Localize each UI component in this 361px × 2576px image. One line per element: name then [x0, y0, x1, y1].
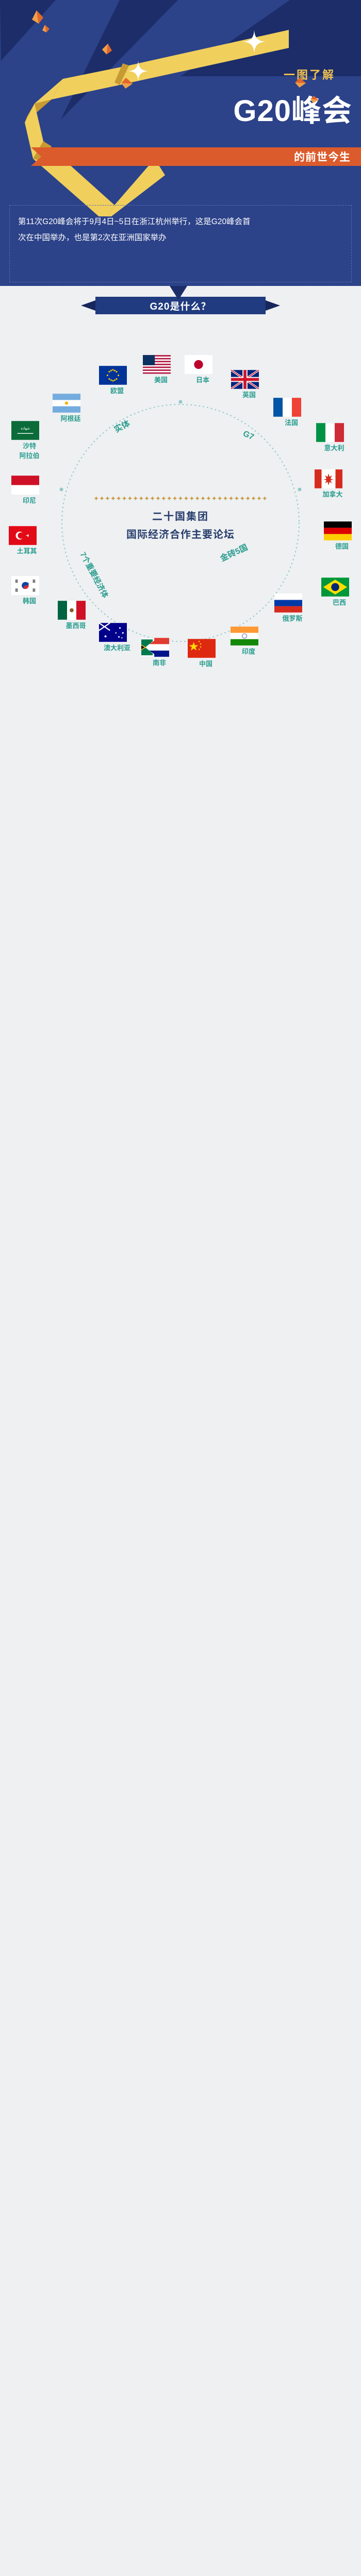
svg-text:实体: 实体 — [112, 418, 132, 435]
svg-text:G7: G7 — [241, 429, 255, 442]
svg-text:7个重要经济体: 7个重要经济体 — [78, 550, 110, 599]
svg-text:金砖5国: 金砖5国 — [219, 542, 250, 563]
svg-text:شهادة: شهادة — [21, 427, 30, 431]
